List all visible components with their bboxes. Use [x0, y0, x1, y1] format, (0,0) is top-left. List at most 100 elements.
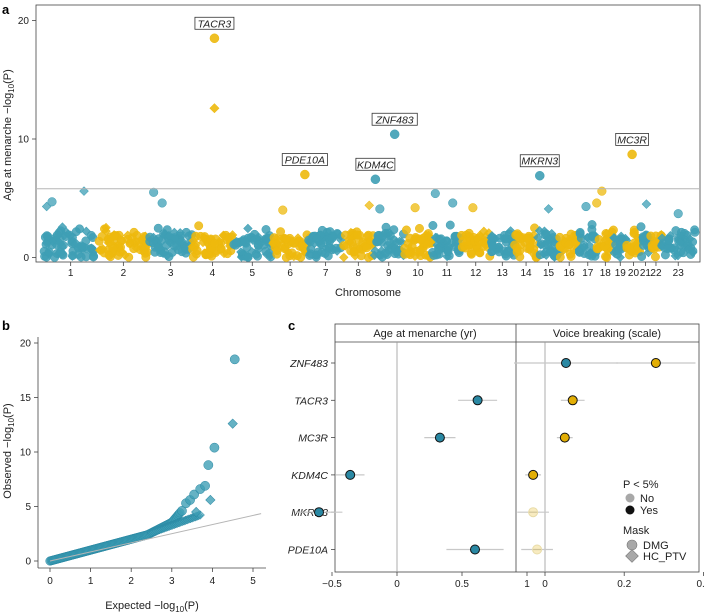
chrom-tick-label: 10 — [412, 268, 424, 279]
qq-tail-point — [209, 442, 220, 453]
gene-row-kdm4c: KDM4C — [291, 470, 328, 482]
manhattan-point — [194, 221, 204, 231]
facet-voice-breaking: Voice breaking (scale) — [553, 328, 661, 340]
gene-label-pde10a: PDE10A — [285, 155, 325, 167]
b-x-tick-label: 1 — [88, 576, 94, 587]
manhattan-point — [216, 244, 226, 254]
manhattan-point — [281, 252, 291, 262]
manhattan-point — [271, 245, 282, 255]
manhattan-point — [41, 239, 51, 249]
manhattan-point — [467, 249, 476, 259]
gene-label-box — [519, 154, 560, 168]
highlight-point-mkrn3 — [535, 170, 545, 181]
qq-reference-line — [49, 513, 262, 562]
chrom-tick-label: 4 — [210, 268, 216, 279]
qq-points — [45, 354, 262, 566]
manhattan-point — [304, 235, 314, 245]
manhattan-point — [637, 252, 647, 262]
manhattan-point — [624, 250, 634, 260]
chrom-tick-label: 3 — [168, 268, 174, 279]
y-tick-label: 0 — [23, 253, 29, 264]
b-y-tick-label: 5 — [25, 502, 31, 513]
forest-x-tick-label: 0 — [394, 579, 400, 590]
chrom-tick-label: 15 — [543, 268, 555, 279]
manhattan-point — [243, 223, 253, 234]
chrom-tick-label: 19 — [615, 268, 627, 279]
manhattan-point — [164, 230, 174, 241]
manhattan-peak-point — [448, 198, 458, 208]
manhattan-point — [120, 250, 130, 260]
manhattan-point — [362, 243, 372, 253]
legend-significance-title: P < 5% — [623, 479, 659, 491]
manhattan-peak-point — [430, 188, 440, 199]
panel-b-axes: 0 1 2 3 4 5 0 5 10 15 20 — [20, 337, 266, 587]
manhattan-point — [324, 242, 334, 252]
manhattan-point — [105, 237, 115, 247]
legend-no-label: No — [640, 493, 654, 505]
manhattan-point — [422, 239, 432, 249]
manhattan-point — [678, 248, 688, 258]
manhattan-point — [101, 222, 111, 233]
manhattan-point — [488, 233, 498, 243]
manhattan-point — [512, 229, 522, 239]
manhattan-point — [281, 234, 291, 244]
manhattan-point — [153, 223, 163, 233]
panel-a-x-label: Chromosome — [335, 287, 401, 299]
chrom-tick-label: 14 — [521, 268, 533, 279]
panel-b-y-label: Observed −log10(P) — [2, 403, 16, 498]
manhattan-point — [541, 229, 551, 239]
manhattan-point — [327, 233, 337, 243]
y-tick-label: 20 — [18, 16, 30, 27]
highlight-point-pde10a — [300, 169, 310, 180]
highlight-point-kdm4c — [370, 174, 381, 185]
manhattan-point — [199, 248, 210, 258]
manhattan-point — [487, 241, 497, 250]
qq-tail-point — [203, 460, 214, 470]
manhattan-point — [535, 250, 545, 260]
manhattan-point — [472, 233, 482, 244]
manhattan-peak-point — [641, 199, 652, 209]
manhattan-point — [340, 241, 350, 251]
manhattan-peak-point — [47, 197, 57, 207]
manhattan-point — [434, 245, 444, 255]
manhattan-point — [61, 232, 71, 242]
manhattan-point — [402, 225, 411, 235]
y-tick-label: 10 — [18, 135, 30, 146]
manhattan-point — [369, 250, 380, 260]
b-y-tick-label: 15 — [20, 393, 32, 404]
manhattan-point — [651, 252, 660, 262]
b-x-tick-label: 2 — [128, 576, 134, 587]
manhattan-point — [543, 240, 553, 250]
manhattan-point — [416, 235, 426, 245]
chrom-tick-label: 16 — [564, 268, 576, 279]
forest-x-tick-label: 1 — [524, 579, 530, 590]
manhattan-point — [243, 252, 253, 262]
forest-x-tick-label: 0.2 — [617, 579, 631, 590]
manhattan-point — [162, 250, 172, 261]
forest-x-tick-label: −0.5 — [322, 579, 342, 590]
legend-yes-marker — [625, 505, 635, 515]
gene-label-box — [281, 153, 328, 166]
manhattan-point — [349, 247, 359, 257]
manhattan-point — [88, 252, 98, 262]
manhattan-point — [50, 252, 60, 262]
manhattan-point — [97, 232, 107, 241]
manhattan-point — [287, 248, 297, 258]
manhattan-peak-point — [375, 204, 385, 214]
manhattan-point — [76, 252, 86, 262]
manhattan-peak-point — [597, 186, 607, 196]
manhattan-point — [242, 243, 252, 252]
manhattan-point — [675, 237, 685, 247]
manhattan-point — [253, 240, 263, 250]
qq-tail-point — [229, 354, 240, 365]
gene-label-mkrn3: MKRN3 — [521, 156, 558, 168]
manhattan-point — [385, 238, 395, 248]
legend-hcptv-label: HC_PTV — [643, 551, 687, 563]
manhattan-peak-point — [592, 198, 602, 208]
manhattan-point — [76, 241, 86, 251]
age-estimate-mkrn3 — [314, 507, 324, 518]
voice-estimate-mkrn3 — [528, 507, 539, 518]
manhattan-point — [378, 231, 388, 241]
b-y-tick-label: 10 — [20, 448, 32, 459]
